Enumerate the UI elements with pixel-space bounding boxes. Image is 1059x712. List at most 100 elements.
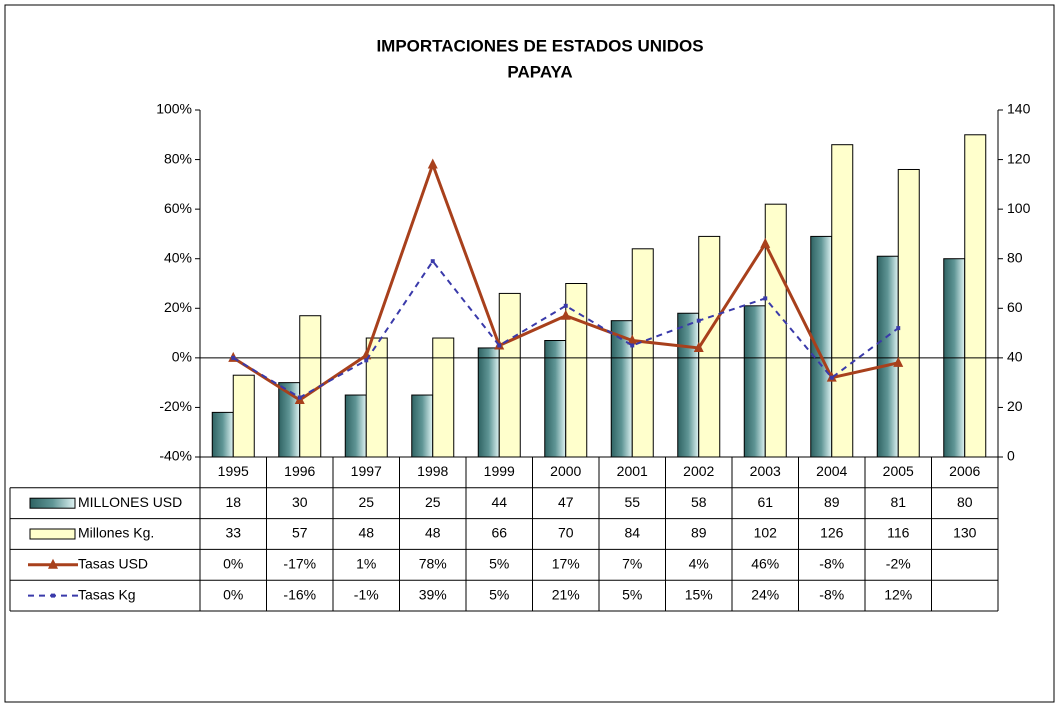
y-tick-label: 60% — [164, 200, 192, 216]
table-cell: -8% — [819, 556, 844, 572]
x-tick-label: 2005 — [883, 463, 914, 479]
table-cell: -16% — [283, 586, 316, 602]
marker — [297, 395, 302, 400]
table-cell: 25 — [425, 494, 441, 510]
chart-subtitle: PAPAYA — [507, 62, 572, 81]
bar — [677, 312, 700, 458]
table-cell: 116 — [887, 525, 910, 541]
y-tick-label: -40% — [159, 448, 192, 464]
table-cell: 81 — [890, 494, 906, 510]
marker — [560, 309, 571, 320]
x-tick-label: 1999 — [484, 463, 515, 479]
table-cell: 21% — [552, 586, 580, 602]
table-cell: 55 — [624, 494, 640, 510]
legend-key — [29, 528, 76, 540]
y-tick-label: 100% — [156, 101, 192, 117]
legend-key — [29, 497, 76, 509]
table-cell: 0% — [223, 556, 243, 572]
table-cell: 39% — [419, 586, 447, 602]
bar — [831, 144, 854, 458]
y2-tick-label: 80 — [1007, 249, 1023, 265]
marker — [693, 341, 704, 352]
table-cell: 33 — [225, 525, 241, 541]
y-tick-label: 20% — [164, 299, 192, 315]
marker — [896, 326, 901, 331]
marker — [893, 356, 904, 367]
marker — [696, 318, 701, 323]
table-cell: 126 — [820, 525, 844, 541]
table-cell: 58 — [691, 494, 707, 510]
table-cell: 5% — [489, 556, 509, 572]
bar — [876, 255, 899, 458]
y-tick-label: 40% — [164, 249, 192, 265]
bar — [897, 168, 920, 458]
marker — [364, 358, 369, 363]
marker — [497, 343, 502, 348]
bar — [498, 292, 521, 458]
bar — [743, 305, 766, 458]
x-tick-label: 2006 — [949, 463, 980, 479]
bar — [411, 394, 434, 458]
bar — [964, 134, 987, 458]
marker — [630, 343, 635, 348]
table-cell: 47 — [558, 494, 574, 510]
table-cell: 44 — [491, 494, 507, 510]
x-tick-label: 2001 — [617, 463, 648, 479]
legend-key — [51, 593, 55, 598]
table-cell: -8% — [819, 586, 844, 602]
y2-tick-label: 0 — [1007, 448, 1015, 464]
bar — [211, 411, 234, 458]
table-cell: 48 — [358, 525, 374, 541]
bar — [565, 283, 588, 458]
marker — [563, 303, 568, 308]
table-cell: 84 — [624, 525, 640, 541]
x-tick-label: 1998 — [417, 463, 448, 479]
bar — [344, 394, 367, 458]
table-cell: 46% — [751, 556, 779, 572]
legend-label: MILLONES USD — [78, 494, 182, 510]
bar — [432, 337, 455, 458]
legend-label: Tasas Kg — [78, 586, 136, 602]
chart-title: IMPORTACIONES DE ESTADOS UNIDOS — [376, 36, 703, 55]
table-cell: 57 — [292, 525, 308, 541]
y-tick-label: -20% — [159, 398, 192, 414]
legend-label: Millones Kg. — [78, 525, 154, 541]
table-cell: 130 — [953, 525, 977, 541]
table-cell: 12% — [884, 586, 912, 602]
table-cell: 66 — [491, 525, 507, 541]
table-cell: 1% — [356, 556, 376, 572]
y-tick-label: 0% — [172, 349, 192, 365]
table-cell: -1% — [354, 586, 379, 602]
marker — [627, 334, 638, 345]
table-cell: 18 — [225, 494, 241, 510]
table-cell: 25 — [358, 494, 374, 510]
y2-tick-label: 140 — [1007, 101, 1031, 117]
x-tick-label: 1996 — [284, 463, 315, 479]
table-cell: 4% — [689, 556, 709, 572]
marker — [763, 296, 768, 301]
y2-tick-label: 100 — [1007, 200, 1031, 216]
x-tick-label: 2000 — [550, 463, 581, 479]
table-cell: 5% — [489, 586, 509, 602]
bar — [232, 374, 255, 458]
marker — [829, 375, 834, 380]
table-cell: 15% — [685, 586, 713, 602]
marker — [760, 237, 771, 248]
x-tick-label: 2003 — [750, 463, 781, 479]
table-cell: -17% — [283, 556, 316, 572]
table-cell: 30 — [292, 494, 308, 510]
x-tick-label: 1997 — [351, 463, 382, 479]
bar — [764, 203, 787, 458]
table-cell: 89 — [824, 494, 840, 510]
table-cell: 48 — [425, 525, 441, 541]
bar — [698, 235, 721, 458]
table-cell: 70 — [558, 525, 574, 541]
marker — [427, 158, 438, 169]
y-tick-label: 80% — [164, 150, 192, 166]
table-cell: 102 — [754, 525, 778, 541]
table-cell: 0% — [223, 586, 243, 602]
table-cell: 80 — [957, 494, 973, 510]
y2-tick-label: 20 — [1007, 398, 1023, 414]
table-cell: 24% — [751, 586, 779, 602]
